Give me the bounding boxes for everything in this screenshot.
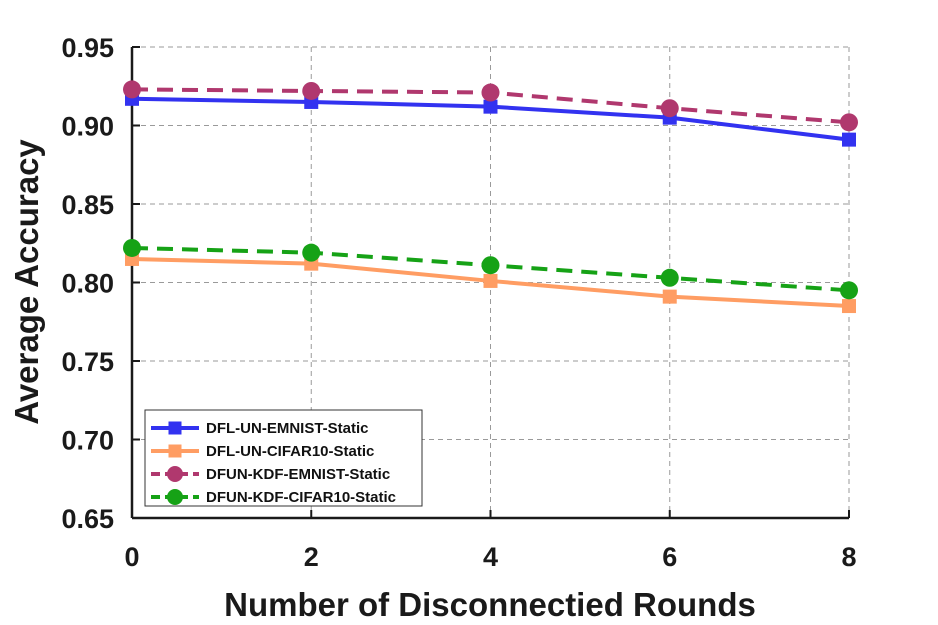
x-axis-title: Number of Disconnectied Rounds xyxy=(224,586,756,623)
legend-swatch-marker xyxy=(168,421,182,435)
data-point xyxy=(302,243,321,262)
data-point xyxy=(483,99,498,114)
series-2 xyxy=(125,251,856,314)
data-point xyxy=(481,83,500,102)
y-tick-label: 0.80 xyxy=(61,269,114,299)
x-tick-label: 2 xyxy=(304,542,319,572)
legend-swatch-marker xyxy=(168,444,182,458)
data-point xyxy=(840,281,858,300)
data-point xyxy=(123,238,141,257)
legend-swatch-marker xyxy=(167,466,183,482)
legend-item: DFL-UN-CIFAR10-Static xyxy=(151,443,374,460)
y-tick-label: 0.90 xyxy=(61,112,114,142)
legend-item: DFUN-KDF-CIFAR10-Static xyxy=(151,489,396,506)
x-tick-label: 6 xyxy=(662,542,677,572)
axes xyxy=(130,46,850,520)
legend-label: DFUN-KDF-EMNIST-Static xyxy=(206,466,390,483)
data-point xyxy=(662,289,677,304)
series-4 xyxy=(123,238,858,300)
data-point xyxy=(660,268,679,287)
series-layer xyxy=(123,80,858,314)
data-point xyxy=(660,99,679,118)
legend-label: DFL-UN-EMNIST-Static xyxy=(206,420,369,437)
series-3 xyxy=(123,80,858,132)
x-tick-label: 0 xyxy=(124,542,139,572)
x-tick-label: 8 xyxy=(841,542,856,572)
y-tick-label: 0.95 xyxy=(61,33,114,63)
data-point xyxy=(123,80,141,99)
y-tick-label: 0.70 xyxy=(61,426,114,456)
y-tick-label: 0.85 xyxy=(61,190,114,220)
legend: DFL-UN-EMNIST-Static DFL-UN-CIFAR10-Stati… xyxy=(144,409,423,507)
x-tick-label: 4 xyxy=(483,542,498,572)
legend-label: DFUN-KDF-CIFAR10-Static xyxy=(206,489,396,506)
data-point xyxy=(302,81,321,100)
y-tick-label: 0.75 xyxy=(61,347,114,377)
x-tick-labels: 0 2 4 6 8 xyxy=(124,542,856,572)
data-point xyxy=(481,256,500,275)
data-point xyxy=(842,132,856,147)
y-tick-labels: 0.65 0.70 0.75 0.80 0.85 0.90 0.95 xyxy=(61,33,114,534)
data-point xyxy=(483,273,498,288)
legend-item: DFL-UN-EMNIST-Static xyxy=(151,420,369,437)
y-tick-label: 0.65 xyxy=(61,504,114,534)
y-axis-title: Average Accuracy xyxy=(8,139,45,425)
legend-swatch-marker xyxy=(167,489,183,505)
legend-item: DFUN-KDF-EMNIST-Static xyxy=(151,466,390,483)
data-point xyxy=(840,113,858,132)
data-point xyxy=(842,299,856,314)
legend-label: DFL-UN-CIFAR10-Static xyxy=(206,443,374,460)
